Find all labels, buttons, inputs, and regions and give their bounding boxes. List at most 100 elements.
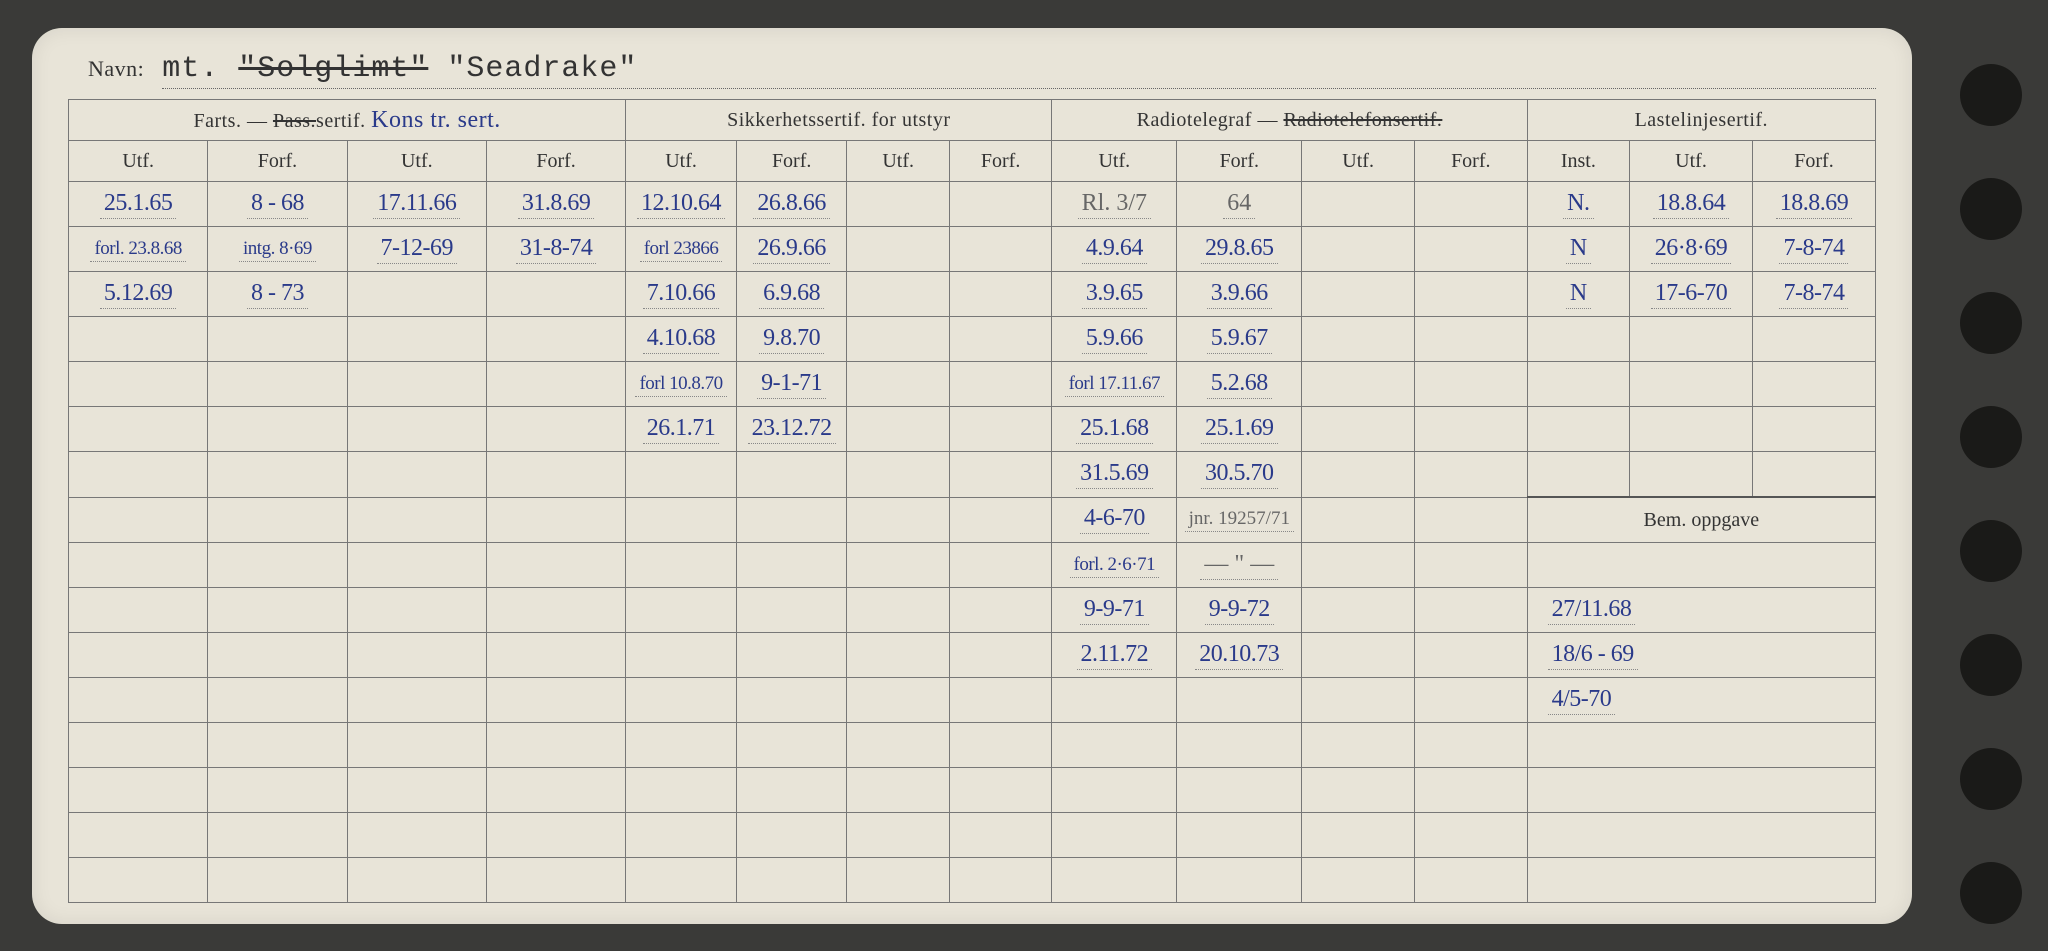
cell-value: 4.9.64 xyxy=(1082,235,1147,264)
cell-c10: 25.1.69 xyxy=(1177,407,1302,452)
cell-c2 xyxy=(208,362,347,407)
cell-c1 xyxy=(69,768,208,813)
cell-c11 xyxy=(1302,723,1415,768)
cell-c6 xyxy=(736,543,847,588)
cell-c4 xyxy=(486,543,625,588)
cell-c3 xyxy=(347,317,486,362)
sub-header-row: Utf. Forf. Utf. Forf. Utf. Forf. Utf. Fo… xyxy=(69,141,1876,182)
cell-c13: N xyxy=(1527,227,1629,272)
cell-c4 xyxy=(486,723,625,768)
cell-c8 xyxy=(949,362,1051,407)
bem-value: 18/6 - 69 xyxy=(1548,641,1638,670)
cell-c3 xyxy=(347,723,486,768)
cell-c13 xyxy=(1527,407,1629,452)
cell-c9: Rl. 3/7 xyxy=(1052,182,1177,227)
cell-c12 xyxy=(1414,858,1527,903)
bem-value: 4/5-70 xyxy=(1548,686,1616,715)
cell-c11 xyxy=(1302,452,1415,498)
cell-c10: — " — xyxy=(1177,543,1302,588)
cell-c11 xyxy=(1302,362,1415,407)
cell-c3: 17.11.66 xyxy=(347,182,486,227)
cell-value: 5.12.69 xyxy=(100,280,177,309)
cell-value: 2.11.72 xyxy=(1077,641,1153,670)
cell-c1 xyxy=(69,723,208,768)
cell-c11 xyxy=(1302,317,1415,362)
cell-c3 xyxy=(347,407,486,452)
cell-c15 xyxy=(1752,362,1875,407)
cell-c8 xyxy=(949,317,1051,362)
cell-value: 23.12.72 xyxy=(748,415,836,444)
table-row: 4.10.689.8.705.9.665.9.67 xyxy=(69,317,1876,362)
cell-c5: 26.1.71 xyxy=(626,407,737,452)
cell-c6 xyxy=(736,813,847,858)
cell-value: jnr. 19257/71 xyxy=(1185,508,1294,532)
cell-c7 xyxy=(847,182,949,227)
cell-c11 xyxy=(1302,768,1415,813)
cell-c7 xyxy=(847,678,949,723)
cell-c1 xyxy=(69,497,208,543)
cell-c9: 4.9.64 xyxy=(1052,227,1177,272)
cell-c1 xyxy=(69,407,208,452)
cell-c3 xyxy=(347,633,486,678)
cell-c2 xyxy=(208,633,347,678)
cell-c13 xyxy=(1527,452,1629,498)
cell-c15: 18.8.69 xyxy=(1752,182,1875,227)
cell-c10 xyxy=(1177,768,1302,813)
ledger-body: 25.1.658 - 6817.11.6631.8.6912.10.6426.8… xyxy=(69,182,1876,903)
cell-c8 xyxy=(949,452,1051,498)
bem-cell xyxy=(1527,858,1875,903)
cell-c11 xyxy=(1302,497,1415,543)
cell-c7 xyxy=(847,858,949,903)
group-laste: Lastelinjesertif. xyxy=(1527,100,1875,141)
table-row: 31.5.6930.5.70 xyxy=(69,452,1876,498)
cell-c12 xyxy=(1414,633,1527,678)
cell-c7 xyxy=(847,497,949,543)
cell-value: 31.8.69 xyxy=(518,190,595,219)
cell-value: 26.9.66 xyxy=(753,235,830,264)
cell-c5 xyxy=(626,768,737,813)
cell-c14 xyxy=(1630,452,1753,498)
cell-c10: 64 xyxy=(1177,182,1302,227)
g1-struck: Pass. xyxy=(273,110,316,132)
punch-hole xyxy=(1960,178,2022,240)
cell-c11 xyxy=(1302,633,1415,678)
punch-hole xyxy=(1960,520,2022,582)
cell-value: 8 - 73 xyxy=(247,280,308,309)
cell-c5 xyxy=(626,633,737,678)
cell-c12 xyxy=(1414,813,1527,858)
cell-c8 xyxy=(949,678,1051,723)
cell-c2 xyxy=(208,497,347,543)
cell-c7 xyxy=(847,768,949,813)
cell-c14 xyxy=(1630,407,1753,452)
cell-c15 xyxy=(1752,407,1875,452)
cell-c8 xyxy=(949,182,1051,227)
cell-c8 xyxy=(949,768,1051,813)
cell-c7 xyxy=(847,723,949,768)
table-row xyxy=(69,768,1876,813)
cell-value: forl 10.8.70 xyxy=(635,373,726,397)
sh-utf: Utf. xyxy=(1302,141,1415,182)
cell-c1: 5.12.69 xyxy=(69,272,208,317)
cell-c12 xyxy=(1414,678,1527,723)
ledger-table: Farts. — Pass.sertif. Kons tr. sert. Sik… xyxy=(68,99,1876,903)
cell-value: 3.9.65 xyxy=(1082,280,1147,309)
cell-value: 20.10.73 xyxy=(1195,641,1283,670)
bem-header: Bem. oppgave xyxy=(1527,497,1875,543)
cell-c8 xyxy=(949,588,1051,633)
cell-c10: 3.9.66 xyxy=(1177,272,1302,317)
cell-c8 xyxy=(949,407,1051,452)
cell-c9 xyxy=(1052,678,1177,723)
cell-c4 xyxy=(486,362,625,407)
cell-c5: forl 23866 xyxy=(626,227,737,272)
cell-c5 xyxy=(626,588,737,633)
cell-c12 xyxy=(1414,407,1527,452)
cell-c2 xyxy=(208,317,347,362)
cell-c2: 8 - 73 xyxy=(208,272,347,317)
cell-value: 5.2.68 xyxy=(1207,370,1272,399)
table-row: 4-6-70jnr. 19257/71Bem. oppgave xyxy=(69,497,1876,543)
cell-value: 26·8·69 xyxy=(1651,235,1731,264)
cell-value: 31-8-74 xyxy=(516,235,596,264)
g1-text: Farts. — xyxy=(193,110,267,132)
cell-value: 5.9.67 xyxy=(1207,325,1272,354)
cell-c9: forl 17.11.67 xyxy=(1052,362,1177,407)
